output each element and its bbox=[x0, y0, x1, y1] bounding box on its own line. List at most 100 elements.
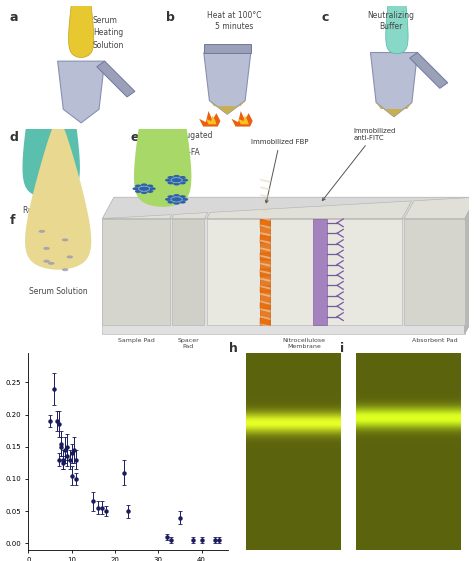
Polygon shape bbox=[260, 201, 271, 206]
Text: f: f bbox=[9, 214, 15, 227]
Polygon shape bbox=[260, 179, 271, 183]
Polygon shape bbox=[207, 219, 402, 325]
Polygon shape bbox=[260, 240, 271, 244]
Circle shape bbox=[149, 187, 155, 190]
Text: c: c bbox=[322, 11, 329, 24]
Text: Heating: Heating bbox=[93, 28, 123, 37]
Text: d: d bbox=[9, 131, 18, 144]
Polygon shape bbox=[313, 219, 327, 325]
Polygon shape bbox=[231, 111, 253, 127]
Circle shape bbox=[48, 262, 55, 265]
Circle shape bbox=[167, 201, 174, 204]
Polygon shape bbox=[102, 219, 465, 334]
Polygon shape bbox=[199, 111, 220, 127]
Polygon shape bbox=[260, 324, 271, 328]
Polygon shape bbox=[102, 215, 172, 219]
Polygon shape bbox=[404, 197, 474, 219]
Circle shape bbox=[173, 175, 180, 178]
Polygon shape bbox=[260, 270, 271, 274]
Circle shape bbox=[179, 176, 186, 179]
Polygon shape bbox=[97, 61, 135, 97]
Circle shape bbox=[141, 183, 147, 186]
Polygon shape bbox=[371, 53, 418, 117]
Polygon shape bbox=[260, 286, 271, 292]
Polygon shape bbox=[102, 312, 474, 334]
Polygon shape bbox=[260, 263, 271, 267]
Polygon shape bbox=[376, 103, 412, 117]
Circle shape bbox=[171, 197, 182, 202]
Polygon shape bbox=[260, 278, 271, 282]
Polygon shape bbox=[260, 286, 271, 289]
Circle shape bbox=[135, 185, 141, 187]
Circle shape bbox=[43, 260, 50, 263]
Circle shape bbox=[43, 247, 50, 250]
Circle shape bbox=[135, 190, 141, 193]
Text: Serum Solution: Serum Solution bbox=[29, 287, 88, 296]
Text: Nitrocellulose
Membrane: Nitrocellulose Membrane bbox=[283, 338, 326, 349]
Text: FITC Conjugated: FITC Conjugated bbox=[150, 131, 212, 140]
Circle shape bbox=[182, 198, 188, 201]
Circle shape bbox=[173, 182, 180, 186]
Polygon shape bbox=[260, 316, 271, 320]
Text: Buffer: Buffer bbox=[379, 22, 403, 31]
Polygon shape bbox=[260, 255, 271, 259]
Polygon shape bbox=[260, 224, 271, 229]
Circle shape bbox=[66, 255, 73, 259]
Polygon shape bbox=[58, 61, 105, 123]
Polygon shape bbox=[260, 232, 271, 236]
Polygon shape bbox=[102, 219, 170, 325]
Polygon shape bbox=[260, 301, 271, 305]
Polygon shape bbox=[260, 308, 271, 312]
Polygon shape bbox=[260, 269, 271, 276]
Polygon shape bbox=[134, 6, 191, 207]
Text: i: i bbox=[340, 342, 344, 355]
Polygon shape bbox=[260, 194, 271, 198]
Circle shape bbox=[167, 181, 174, 185]
Text: e: e bbox=[130, 131, 139, 144]
Circle shape bbox=[147, 190, 153, 193]
Polygon shape bbox=[102, 197, 474, 219]
Polygon shape bbox=[260, 236, 271, 243]
Circle shape bbox=[179, 195, 186, 198]
Text: Heat at 100°C: Heat at 100°C bbox=[208, 11, 262, 20]
Polygon shape bbox=[260, 217, 271, 221]
Circle shape bbox=[179, 181, 186, 185]
Circle shape bbox=[132, 187, 139, 190]
Text: Spacer
Pad: Spacer Pad bbox=[177, 338, 199, 349]
Circle shape bbox=[182, 179, 188, 182]
Circle shape bbox=[171, 178, 182, 183]
Text: 5 minutes: 5 minutes bbox=[216, 22, 254, 31]
Polygon shape bbox=[260, 253, 271, 260]
Polygon shape bbox=[204, 53, 251, 114]
Text: Solution: Solution bbox=[93, 40, 124, 49]
Polygon shape bbox=[260, 220, 271, 227]
Circle shape bbox=[141, 191, 147, 194]
Text: b: b bbox=[165, 11, 174, 24]
Text: Serum: Serum bbox=[93, 16, 118, 25]
Polygon shape bbox=[260, 186, 271, 191]
Text: h: h bbox=[229, 342, 238, 355]
Text: a: a bbox=[9, 11, 18, 24]
Polygon shape bbox=[207, 201, 411, 219]
Polygon shape bbox=[260, 293, 271, 297]
Text: to BSA-FA: to BSA-FA bbox=[163, 148, 200, 157]
Polygon shape bbox=[260, 302, 271, 309]
Polygon shape bbox=[206, 116, 217, 125]
Polygon shape bbox=[69, 0, 94, 57]
Circle shape bbox=[167, 176, 174, 179]
Polygon shape bbox=[260, 219, 271, 325]
Polygon shape bbox=[172, 219, 204, 325]
Circle shape bbox=[62, 268, 68, 271]
Polygon shape bbox=[204, 44, 251, 53]
Circle shape bbox=[138, 186, 150, 191]
Circle shape bbox=[165, 198, 172, 201]
Circle shape bbox=[62, 238, 68, 241]
Circle shape bbox=[167, 195, 174, 198]
Text: Absorbent Pad: Absorbent Pad bbox=[411, 338, 457, 343]
Circle shape bbox=[39, 230, 45, 233]
Circle shape bbox=[165, 179, 172, 182]
Polygon shape bbox=[210, 100, 245, 114]
Polygon shape bbox=[386, 0, 408, 54]
Text: Running Buffer: Running Buffer bbox=[22, 206, 80, 215]
Text: Sample Pad: Sample Pad bbox=[118, 338, 155, 343]
